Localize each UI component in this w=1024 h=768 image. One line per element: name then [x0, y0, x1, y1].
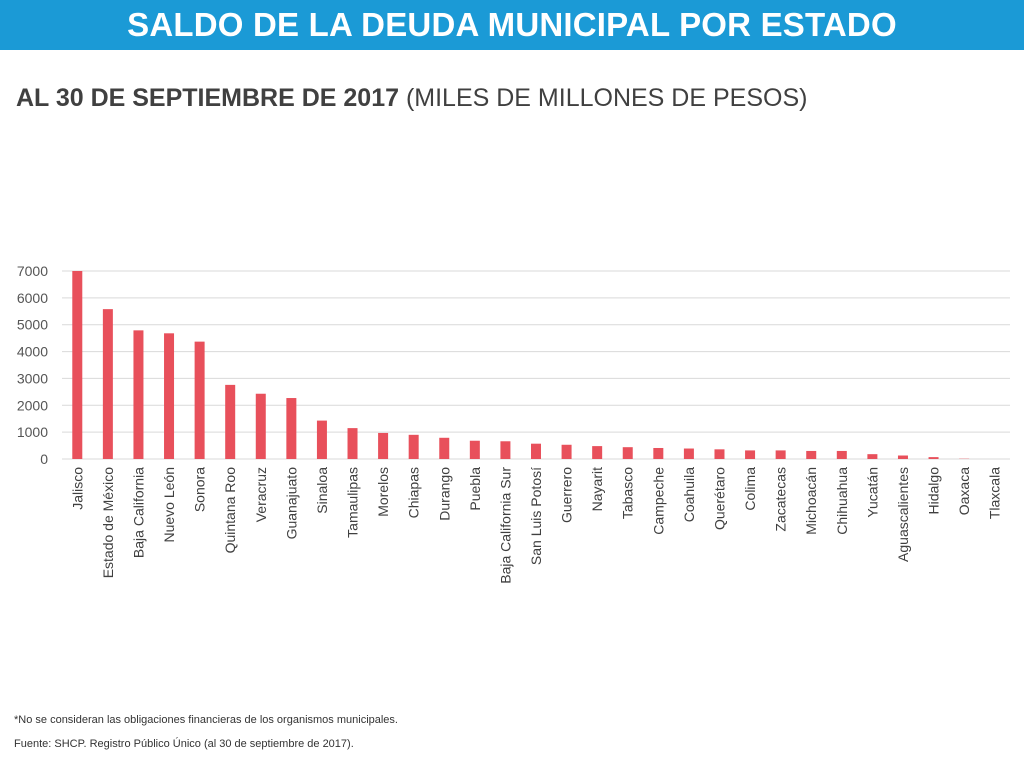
x-category-label: San Luis Potosí [528, 467, 544, 565]
bar [561, 444, 572, 459]
y-tick-label: 2000 [17, 397, 48, 413]
x-category-label: Guanajuato [283, 467, 299, 540]
bar [378, 432, 389, 459]
x-category-label: Guerrero [559, 467, 575, 523]
x-category-label: Coahuila [681, 467, 697, 522]
x-category-label: Chihuahua [834, 467, 850, 535]
y-tick-label: 1000 [17, 424, 48, 440]
bar [286, 398, 297, 459]
x-category-label: Sinaloa [314, 467, 330, 514]
x-category-label: Jalisco [69, 467, 85, 510]
x-category-label: Tamaulipas [345, 467, 361, 538]
x-category-label: Baja California Sur [497, 467, 513, 584]
bar [408, 434, 419, 459]
x-category-label: Morelos [375, 467, 391, 517]
y-tick-label: 3000 [17, 370, 48, 386]
x-category-label: Nuevo León [161, 467, 177, 543]
bar [347, 428, 358, 459]
chart-subtitle: AL 30 DE SEPTIEMBRE DE 2017 (MILES DE MI… [16, 84, 807, 113]
x-category-label: Quintana Roo [222, 467, 238, 554]
bar [316, 420, 327, 459]
bar [806, 450, 817, 459]
subtitle-units: (MILES DE MILLONES DE PESOS) [399, 84, 808, 112]
x-category-label: Campeche [650, 467, 666, 535]
x-category-label: Veracruz [253, 467, 269, 522]
title-bar [0, 0, 1024, 50]
bar [653, 447, 664, 459]
x-category-label: Sonora [192, 467, 208, 512]
x-category-label: Querétaro [711, 467, 727, 530]
bar [194, 341, 205, 459]
y-tick-label: 7000 [17, 263, 48, 279]
x-category-label: Michoacán [803, 467, 819, 535]
bar [439, 437, 450, 459]
y-tick-label: 5000 [17, 317, 48, 333]
x-category-label: Zacatecas [773, 467, 789, 532]
bar [255, 393, 266, 459]
x-category-label: Estado de México [100, 467, 116, 578]
bar [836, 450, 847, 459]
y-tick-label: 4000 [17, 344, 48, 360]
bar [622, 447, 633, 459]
bar [592, 446, 603, 459]
bar [897, 455, 908, 459]
bar [133, 330, 144, 459]
x-category-label: Chiapas [406, 467, 422, 518]
y-tick-label: 6000 [17, 290, 48, 306]
x-category-label: Oaxaca [956, 467, 972, 515]
x-category-label: Nayarit [589, 467, 605, 511]
x-category-label: Aguascalientes [895, 467, 911, 562]
footnote-source: Fuente: SHCP. Registro Público Único (al… [14, 738, 354, 750]
subtitle-date: AL 30 DE SEPTIEMBRE DE 2017 [16, 84, 400, 112]
bar [225, 384, 236, 459]
page-title: SALDO DE LA DEUDA MUNICIPAL POR ESTADO [127, 6, 897, 43]
x-category-label: Hidalgo [926, 467, 942, 515]
x-category-label: Yucatán [864, 467, 880, 518]
x-category-label: Baja California [130, 467, 146, 558]
bar [102, 309, 113, 459]
bar [500, 441, 511, 459]
bar [928, 457, 939, 459]
bar [745, 450, 756, 459]
bar [72, 271, 83, 459]
bar [714, 449, 725, 459]
x-category-label: Tlaxcala [987, 467, 1003, 519]
x-category-label: Puebla [467, 467, 483, 511]
x-category-label: Durango [436, 467, 452, 521]
footnote-note: *No se consideran las obligaciones finan… [14, 714, 398, 726]
bar [683, 448, 694, 459]
bar [775, 450, 786, 459]
bar [531, 443, 541, 459]
y-tick-label: 0 [40, 451, 48, 467]
bar [867, 454, 878, 459]
bar [164, 333, 175, 459]
x-category-label: Tabasco [620, 467, 636, 519]
bar [469, 440, 480, 459]
x-category-label: Colima [742, 467, 758, 511]
